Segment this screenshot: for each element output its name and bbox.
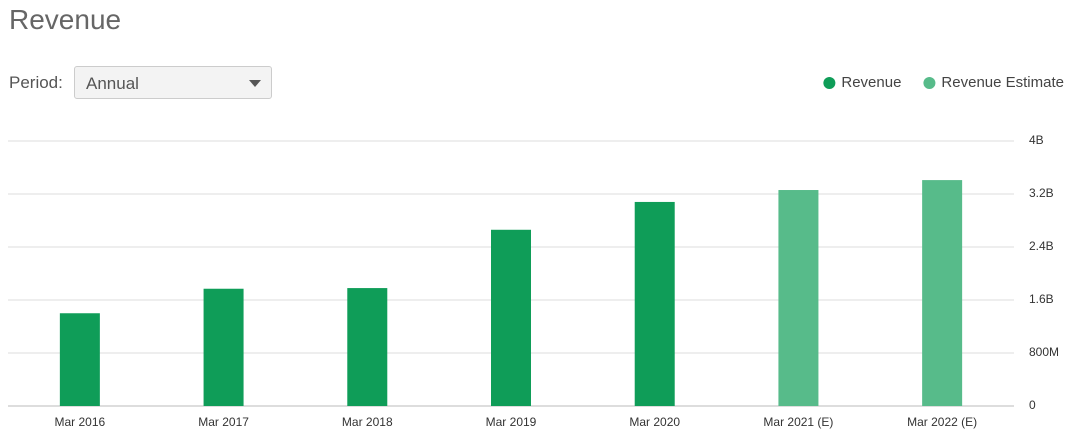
x-tick-label: Mar 2019 xyxy=(486,415,537,429)
bar xyxy=(491,229,531,406)
legend-marker xyxy=(923,77,936,89)
y-tick-label: 2.4B xyxy=(1029,239,1054,253)
y-tick-label: 0 xyxy=(1029,398,1036,412)
y-tick-label: 3.2B xyxy=(1029,186,1054,200)
y-tick-label: 800M xyxy=(1029,345,1059,359)
chart-title: Revenue xyxy=(9,4,122,35)
bar xyxy=(203,288,244,406)
legend-label: Revenue Estimate xyxy=(941,74,1064,91)
x-tick-label: Mar 2021 (E) xyxy=(763,415,833,429)
bar xyxy=(59,313,100,406)
y-tick-label: 1.6B xyxy=(1029,292,1054,306)
bar xyxy=(634,201,675,406)
x-tick-label: Mar 2022 (E) xyxy=(907,415,977,429)
period-value: Annual xyxy=(86,74,139,93)
x-tick-label: Mar 2017 xyxy=(198,415,249,429)
x-tick-label: Mar 2020 xyxy=(629,415,680,429)
period-label: Period: xyxy=(9,73,63,92)
period-dropdown[interactable]: Annual xyxy=(74,66,272,99)
x-tick-label: Mar 2016 xyxy=(55,415,106,429)
y-tick-label: 4B xyxy=(1029,133,1044,147)
bar xyxy=(922,180,963,406)
legend-label: Revenue xyxy=(841,74,901,91)
bar xyxy=(347,288,388,406)
legend-marker xyxy=(823,77,836,89)
x-tick-label: Mar 2018 xyxy=(342,415,393,429)
bar xyxy=(778,190,819,406)
dropdown-arrow xyxy=(249,80,261,87)
